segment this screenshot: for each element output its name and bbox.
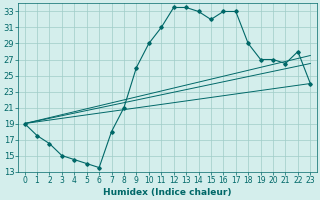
X-axis label: Humidex (Indice chaleur): Humidex (Indice chaleur) xyxy=(103,188,232,197)
